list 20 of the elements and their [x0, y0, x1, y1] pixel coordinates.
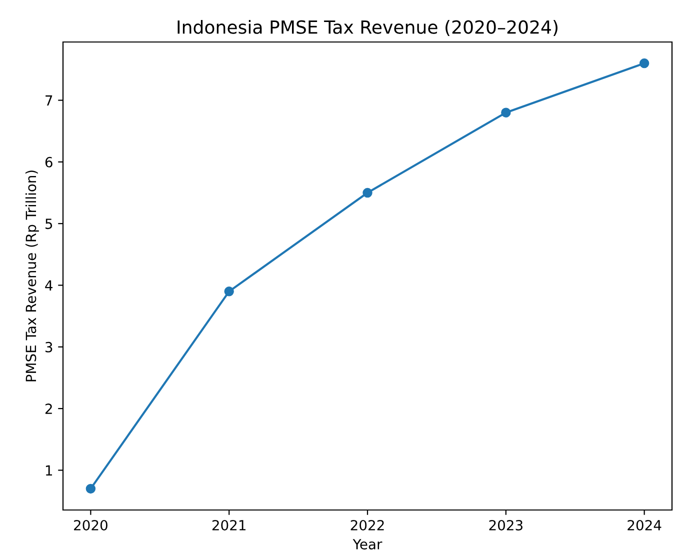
point [86, 484, 96, 494]
point [362, 188, 372, 198]
y-tick-label: 5 [46, 218, 52, 230]
chart-title: Indonesia PMSE Tax Revenue (2020–2024) [178, 20, 558, 36]
x-tick-label: 2023 [489, 520, 522, 530]
y-tick-label: 7 [46, 95, 52, 106]
y-axis-title: PMSE Tax Revenue (Rp Trillion) [25, 170, 39, 382]
y-tick-label: 2 [45, 404, 52, 414]
x-tick-label: 2020 [74, 520, 108, 530]
x-axis-title: Year [352, 539, 382, 550]
y-tick-label: 3 [46, 342, 52, 352]
point [639, 58, 650, 68]
x-tick-label: 2024 [628, 520, 662, 530]
x-tick-label: 2022 [350, 520, 384, 530]
point [224, 286, 234, 296]
y-tick-label: 4 [45, 280, 52, 291]
point [501, 108, 511, 118]
y-tick-label: 6 [45, 156, 52, 168]
x-tick-label: 2021 [212, 520, 246, 530]
y-tick-label: 1 [46, 465, 52, 476]
